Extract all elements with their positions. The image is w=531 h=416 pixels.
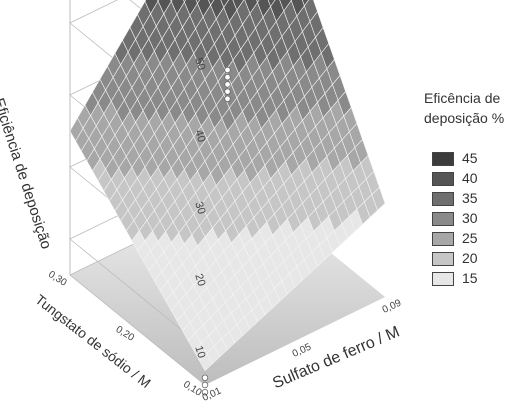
data-point <box>224 88 231 95</box>
data-point <box>201 381 209 389</box>
z-tick-label: 50 <box>192 56 207 71</box>
surface-cell <box>220 0 230 9</box>
legend-label: 15 <box>462 270 478 286</box>
z-tick-label: 10 <box>192 344 207 359</box>
y-tick-label: 0,20 <box>114 324 137 344</box>
legend-swatch <box>432 172 454 186</box>
x-tick-label: 0,01 <box>201 385 224 403</box>
legend-swatch <box>432 232 454 246</box>
data-point <box>224 73 231 81</box>
x-tick-label: 0,09 <box>381 297 404 315</box>
data-point <box>224 95 231 102</box>
surface-cell <box>302 0 310 7</box>
data-point <box>224 66 231 74</box>
points-layer <box>201 66 231 396</box>
legend-swatch <box>432 212 454 226</box>
surface-cell <box>208 0 215 6</box>
y-tick-label: 0,30 <box>46 269 69 289</box>
x-tick-label: 0,05 <box>291 341 314 359</box>
surface-layer <box>69 0 386 372</box>
data-point <box>224 81 231 88</box>
legend-label: 30 <box>462 210 478 226</box>
legend-swatch <box>432 152 454 166</box>
data-point <box>201 374 209 381</box>
legend-label: 40 <box>462 170 478 186</box>
legend-label: 25 <box>462 230 478 246</box>
legend-label: 20 <box>462 250 478 266</box>
legend-title-line2: deposição % <box>424 110 505 126</box>
legend-label: 35 <box>462 190 478 206</box>
z-tick-label: 20 <box>192 272 207 287</box>
legend-label: 45 <box>462 150 478 166</box>
legend-swatch <box>432 192 454 206</box>
z-tick-label: 30 <box>192 200 207 215</box>
y-tick-label: 0,10 <box>181 379 204 399</box>
z-tick-label: 40 <box>192 128 207 143</box>
z-axis-label: Eficiência de deposição <box>0 96 55 251</box>
legend-swatch <box>432 252 454 266</box>
legend-swatch <box>432 272 454 286</box>
surface-cell <box>371 186 386 211</box>
legend-title-line1: Eficência de <box>424 90 501 106</box>
surface-cell <box>267 0 276 8</box>
data-point <box>201 389 209 396</box>
